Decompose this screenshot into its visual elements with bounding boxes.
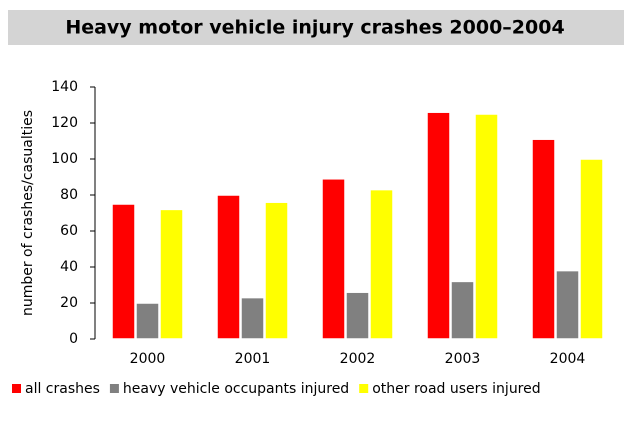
bar: [135, 302, 160, 340]
bar: [321, 178, 346, 340]
y-tick-label: 0: [69, 331, 78, 347]
y-tick-label: 80: [60, 187, 78, 203]
legend-label: all crashes: [25, 381, 100, 397]
chart-title: Heavy motor vehicle injury crashes 2000–…: [65, 17, 564, 39]
legend-swatch: [109, 384, 119, 393]
bar: [426, 111, 451, 340]
x-tick-label: 2000: [130, 351, 166, 367]
bar: [474, 113, 499, 340]
y-tick-label: 120: [51, 115, 78, 131]
y-tick-label: 20: [60, 295, 78, 311]
bar: [264, 201, 289, 340]
y-axis-label: number of crashes/casualties: [20, 110, 36, 316]
bar: [345, 291, 370, 340]
y-tick-label: 40: [60, 259, 78, 275]
legend-swatch: [359, 384, 369, 393]
bar: [450, 280, 475, 340]
bar: [111, 203, 136, 340]
title-band: [8, 10, 624, 45]
legend-swatch: [12, 384, 21, 393]
x-tick-label: 2004: [550, 351, 586, 367]
bar: [240, 296, 265, 340]
x-tick-label: 2001: [235, 351, 271, 367]
bar: [579, 158, 604, 340]
bar: [216, 194, 241, 340]
y-tick-label: 140: [51, 79, 78, 95]
y-tick-label: 100: [51, 151, 78, 167]
bar: [159, 208, 184, 340]
legend-label: heavy vehicle occupants injured: [123, 381, 349, 397]
x-tick-label: 2003: [445, 351, 481, 367]
y-tick-label: 60: [60, 223, 78, 239]
legend-label: other road users injured: [372, 381, 540, 397]
x-tick-label: 2002: [340, 351, 376, 367]
bar: [369, 188, 394, 340]
bar: [555, 269, 580, 340]
bar: [531, 138, 556, 340]
